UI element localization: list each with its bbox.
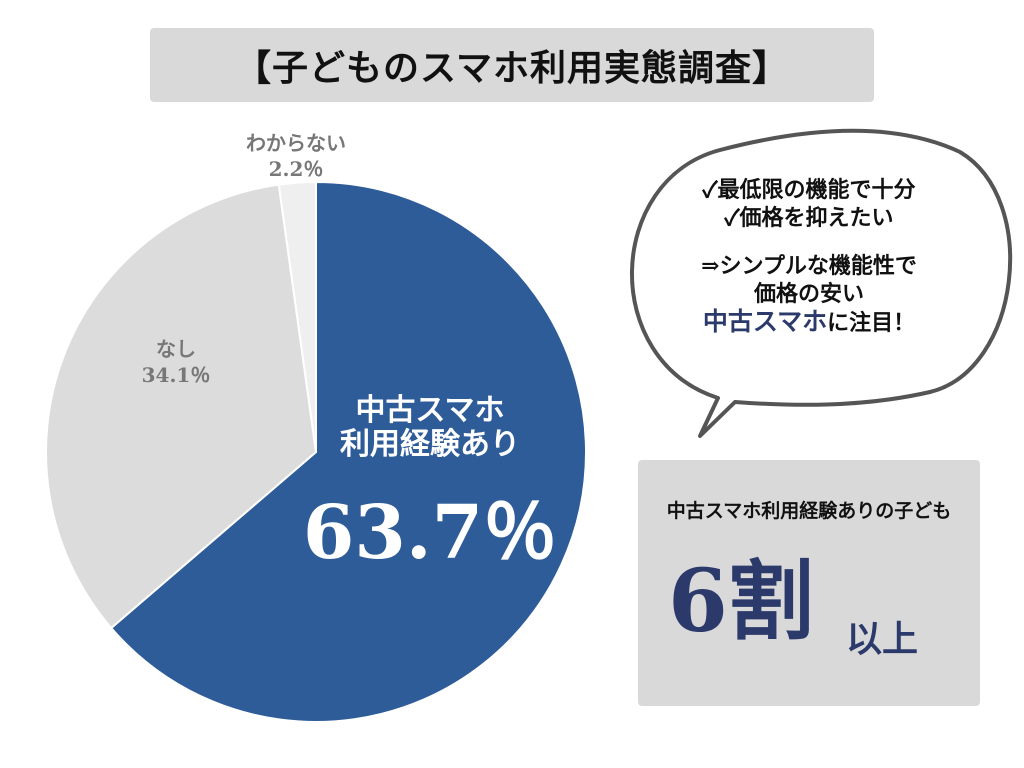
bubble-spacer	[628, 232, 990, 252]
pie-slice-1	[45, 183, 318, 630]
pie-slices	[45, 180, 587, 723]
slice-value-label-1: 34.1％	[142, 363, 211, 387]
pie-slice-2	[277, 180, 317, 453]
slice-label-1-line-0: なし	[156, 337, 196, 361]
bubble-line-2: ✓価格を抑えたい	[724, 205, 894, 231]
summary-panel: 中古スマホ利用経験ありの子ども 6割 以上	[638, 460, 980, 706]
slice-label-2-line-0: わからない	[246, 131, 346, 155]
slice-label-0-line-1: 利用経験あり	[340, 427, 520, 462]
summary-suffix: 以上	[846, 618, 919, 660]
bubble-text: ✓最低限の機能で十分 ✓価格を抑えたい ⇒シンプルな機能性で 価格の安い 中古ス…	[628, 176, 990, 337]
slice-label-0-line-0: 中古スマホ	[355, 393, 504, 428]
title-banner: 【子どものスマホ利用実態調査】	[150, 28, 874, 102]
bubble-line-1: ✓最低限の機能で十分	[702, 177, 916, 203]
slice-value-label-2: 2.2％	[269, 157, 324, 181]
page-title: 【子どものスマホ利用実態調査】	[235, 47, 789, 89]
summary-subtitle: 中古スマホ利用経験ありの子ども	[666, 500, 952, 522]
slice-value-label-0: 63.7％	[303, 490, 557, 576]
summary-big-value: 6割	[668, 551, 814, 652]
pie-slice-0	[109, 180, 587, 723]
bubble-line-4: 価格の安い	[753, 281, 864, 307]
speech-bubble	[630, 128, 1013, 438]
bubble-line-3: ⇒シンプルな機能性で	[701, 253, 917, 279]
bubble-line-5-rest: に注目！	[827, 310, 916, 336]
bubble-highlight: 中古スマホ	[702, 307, 828, 336]
bubble-line-5: 中古スマホに注目！	[628, 308, 990, 337]
